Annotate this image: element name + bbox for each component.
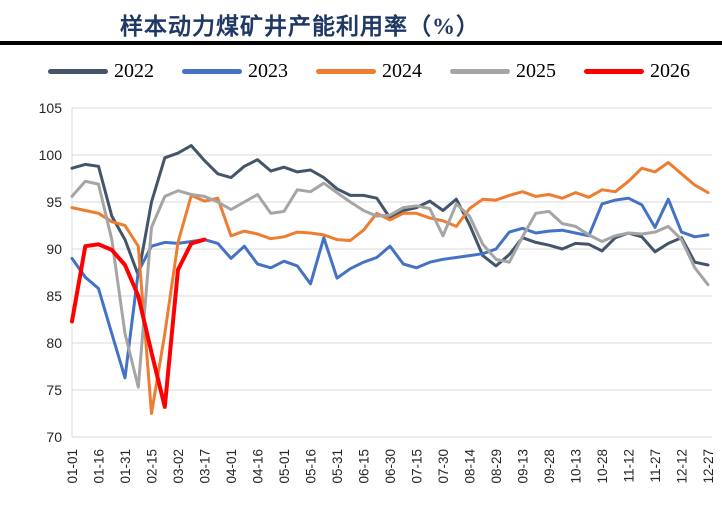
series-line-2022 [70, 144, 710, 277]
series-line-2025 [70, 179, 710, 389]
title-divider-line [0, 41, 722, 45]
legend-item-2025[interactable]: 2025 [450, 61, 556, 81]
y-tick-label-75: 75 [46, 382, 62, 398]
legend-label: 2025 [516, 60, 556, 82]
x-tick-label-08-29: 08-29 [489, 449, 504, 484]
x-tick-label-04-01: 04-01 [224, 449, 239, 484]
x-tick-label-10-13: 10-13 [569, 449, 584, 484]
y-tick-label-90: 90 [46, 241, 62, 257]
x-tick-label-07-30: 07-30 [436, 449, 451, 484]
x-tick-label-06-15: 06-15 [357, 449, 372, 484]
x-tick-label-03-02: 03-02 [171, 449, 186, 484]
x-tick-label-11-27: 11-27 [648, 449, 663, 483]
x-tick-label-10-28: 10-28 [595, 449, 610, 484]
legend-swatch-2026 [584, 68, 644, 74]
chart-title: 样本动力煤矿井产能利用率（%） [120, 14, 480, 39]
series-line-2024 [70, 161, 710, 415]
x-tick-label-09-28: 09-28 [542, 449, 557, 484]
legend-swatch-2025 [450, 68, 510, 74]
legend-label: 2022 [114, 60, 154, 82]
x-tick-label-01-01: 01-01 [65, 449, 80, 484]
x-tick-label-09-13: 09-13 [516, 449, 531, 484]
x-tick-label-01-16: 01-16 [92, 449, 107, 484]
x-tick-label-05-31: 05-31 [330, 449, 345, 484]
legend-label: 2026 [650, 60, 690, 82]
y-tick-label-80: 80 [46, 335, 62, 351]
x-tick-label-12-27: 12-27 [701, 449, 716, 484]
x-tick-label-05-01: 05-01 [277, 449, 292, 484]
legend-label: 2024 [382, 60, 422, 82]
x-tick-label-07-15: 07-15 [410, 449, 425, 484]
legend-label: 2023 [248, 60, 288, 82]
x-tick-label-05-16: 05-16 [304, 449, 319, 484]
y-tick-label-85: 85 [46, 288, 62, 304]
x-tick-label-03-17: 03-17 [198, 449, 213, 484]
legend-swatch-2024 [316, 68, 376, 74]
legend-item-2022[interactable]: 2022 [48, 61, 154, 81]
legend-swatch-2023 [182, 68, 242, 74]
x-tick-label-08-14: 08-14 [463, 449, 478, 484]
series-line-2023 [70, 196, 710, 380]
chart-legend: 2022 2023 2024 2025 2026 [48, 61, 718, 81]
legend-swatch-2022 [48, 68, 108, 74]
series-line-2026 [70, 237, 207, 409]
x-tick-label-12-12: 12-12 [675, 449, 690, 484]
x-tick-label-11-12: 11-12 [622, 449, 637, 483]
legend-item-2024[interactable]: 2024 [316, 61, 422, 81]
legend-item-2026[interactable]: 2026 [584, 61, 690, 81]
x-tick-label-04-16: 04-16 [251, 449, 266, 484]
y-tick-label-95: 95 [46, 194, 62, 210]
x-tick-label-02-15: 02-15 [145, 449, 160, 484]
y-tick-label-105: 105 [39, 100, 63, 116]
x-tick-label-01-31: 01-31 [118, 449, 133, 484]
legend-item-2023[interactable]: 2023 [182, 61, 288, 81]
y-tick-label-100: 100 [39, 147, 63, 163]
y-tick-label-70: 70 [46, 429, 62, 445]
x-tick-label-06-30: 06-30 [383, 449, 398, 484]
